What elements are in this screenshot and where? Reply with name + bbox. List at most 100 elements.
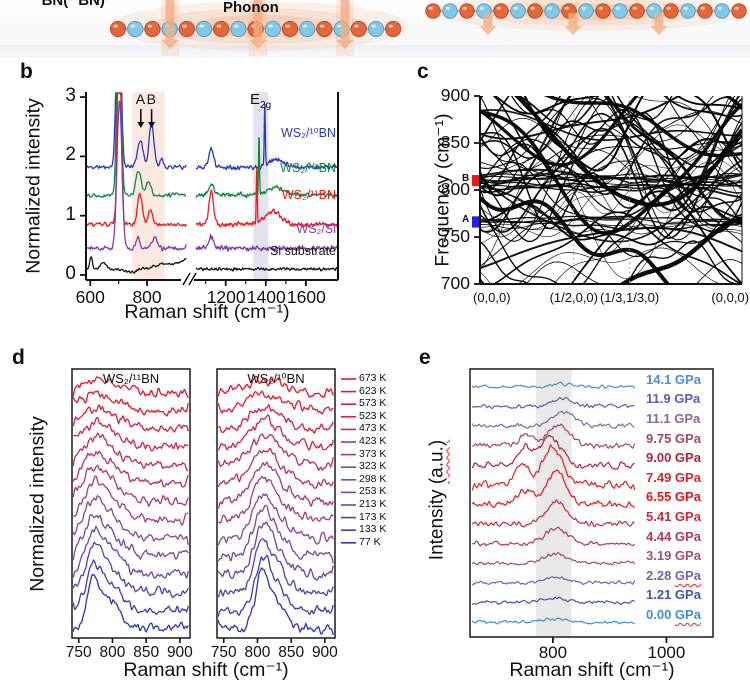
- spectrum-curve: [471, 576, 636, 586]
- atom-highlight: [147, 24, 153, 28]
- x-tick-label: 800: [99, 644, 126, 661]
- x-tick-label: (1/2,0,0): [549, 290, 598, 305]
- atom-sphere: [612, 3, 628, 19]
- atom-highlight: [199, 24, 204, 28]
- panel-b-curves: [86, 92, 338, 274]
- panel-d-curves: [218, 375, 334, 636]
- x-tick-label: 800: [244, 644, 271, 661]
- atom-highlight: [530, 6, 536, 10]
- spectrum-curve: [73, 403, 189, 433]
- spectrum-curve: [218, 403, 334, 434]
- spectrum-curve: [73, 541, 189, 599]
- pressure-value: 11.1: [646, 411, 675, 426]
- phonon-arrow-head: [336, 40, 354, 49]
- atom-highlight: [496, 6, 501, 10]
- legend-label: 253 K: [359, 485, 387, 498]
- phonon-band: [480, 96, 742, 190]
- spectrum-curve: [86, 256, 187, 274]
- panel-b-xlabel: Raman shift (cm⁻¹): [124, 301, 290, 323]
- legend-label: 573 K: [359, 397, 387, 410]
- pressure-label: 2.28 GPa: [646, 567, 701, 583]
- atom-highlight: [182, 24, 187, 28]
- atom-sphere: [663, 3, 679, 19]
- pressure-value: 3.19: [646, 548, 675, 564]
- spectrum-curve: [218, 460, 334, 509]
- pressure-label: 9.75 GPa: [646, 430, 701, 446]
- atom-highlight: [337, 24, 342, 28]
- spectrum-curve: [195, 168, 338, 229]
- pressure-unit: GPa: [674, 567, 701, 583]
- phonon-band: [480, 181, 742, 191]
- x-tick-label: (0,0,0): [472, 290, 511, 305]
- phonon-band: [480, 159, 742, 280]
- schematic-chains: [109, 0, 748, 56]
- pressure-label: 11.9 GPa: [646, 392, 700, 406]
- phonon-arrow: [165, 0, 175, 40]
- x-tick-label: 750: [65, 644, 92, 661]
- pressure-label: 11.1 GPa: [646, 411, 700, 426]
- atom-highlight: [233, 24, 239, 28]
- spectrum-curve: [86, 92, 187, 171]
- x-tick-label: 900: [166, 644, 193, 661]
- mode-marker: [472, 174, 479, 187]
- pressure-label: 0.00 GPa: [646, 607, 701, 622]
- pressure-value: 9.75: [646, 430, 675, 446]
- panel-e-curves: [471, 381, 636, 625]
- atom-highlight: [598, 6, 604, 10]
- pressure-unit: GPa: [674, 528, 701, 544]
- spectrum-curve: [86, 100, 187, 252]
- atom-highlight: [302, 24, 308, 28]
- phonon-band: [517, 96, 742, 127]
- atom-sphere: [629, 3, 645, 19]
- atom-highlight: [666, 6, 672, 10]
- subpanel-title: WS₂/¹⁰BN: [247, 371, 305, 386]
- atom-sphere: [109, 20, 127, 38]
- spectrum-curve: [218, 414, 334, 451]
- y-tick-label: 900: [440, 85, 470, 105]
- spectrum-curve: [218, 521, 334, 582]
- y-tick-label: 1: [65, 203, 76, 225]
- highlight-band: [253, 92, 269, 280]
- series-label: WS₂/¹⁰BN: [281, 125, 336, 140]
- spectrum-curve: [73, 559, 189, 615]
- y-tick-label: 3: [65, 85, 76, 107]
- pressure-value: 1.21: [646, 587, 675, 603]
- atom-sphere: [127, 20, 144, 38]
- spectrum-curve: [472, 526, 636, 547]
- phonon-band: [480, 109, 742, 141]
- atom-highlight: [428, 6, 433, 10]
- phonon-band: [480, 96, 742, 168]
- pressure-value: 4.44: [646, 528, 675, 544]
- atom-sphere: [264, 20, 281, 38]
- pressure-value: 6.55: [646, 489, 675, 505]
- phonon-band: [480, 223, 742, 234]
- panel-e-ylabel-unit: (a.u.): [426, 439, 448, 485]
- plot-frame: [469, 368, 714, 638]
- series-label: WS₂/ᴺᵃBN: [280, 160, 336, 175]
- panel-e-plot: [469, 368, 714, 643]
- mode-marker-label: B: [462, 172, 470, 184]
- atom-highlight: [700, 6, 706, 10]
- phonon-band: [480, 184, 742, 194]
- atom-highlight: [649, 6, 655, 10]
- spectrum-curve: [218, 554, 334, 617]
- atom-sphere: [316, 20, 333, 38]
- legend-label: 213 K: [359, 498, 387, 510]
- atom-highlight: [547, 6, 553, 10]
- panel-b-ylabel: Normalized intensity: [22, 98, 45, 274]
- spectrum-curve: [218, 493, 334, 546]
- e2g-main: E: [250, 91, 261, 108]
- pressure-label: 5.41 GPa: [646, 509, 701, 524]
- pressure-unit: GPa: [674, 509, 701, 524]
- atom-sphere: [544, 3, 560, 19]
- peak-arrow-head: [148, 122, 156, 129]
- phonon-band: [480, 219, 742, 230]
- x-tick-label: 850: [278, 644, 305, 661]
- spectrum-curve: [471, 552, 636, 566]
- y-tick-label: 2: [65, 144, 76, 166]
- spectrum-curve: [73, 525, 189, 580]
- spectrum-curve: [73, 390, 189, 417]
- legend-label: 133 K: [359, 523, 387, 536]
- atom-highlight: [319, 24, 325, 28]
